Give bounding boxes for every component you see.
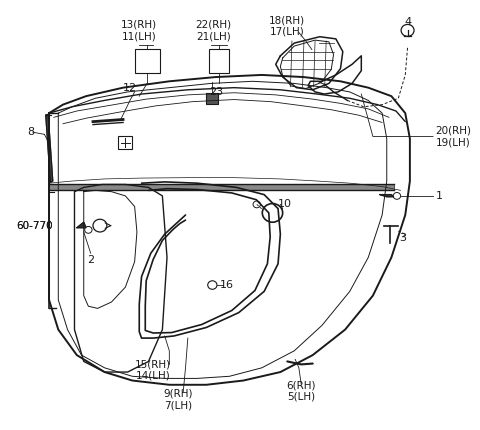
Text: 1: 1 [435,191,443,201]
Polygon shape [77,222,86,228]
Text: 16: 16 [220,280,234,290]
Text: 15(RH)
14(LH): 15(RH) 14(LH) [135,359,171,381]
Bar [209,49,229,73]
Polygon shape [380,195,394,197]
Circle shape [208,281,217,289]
Polygon shape [46,114,53,182]
Text: 6(RH)
5(LH): 6(RH) 5(LH) [287,381,316,402]
Circle shape [401,25,414,36]
Bar [134,49,160,73]
Circle shape [262,203,283,222]
Text: 23: 23 [209,87,223,97]
Text: 13(RH)
11(LH): 13(RH) 11(LH) [121,20,157,41]
Circle shape [393,193,401,199]
Text: 60-770: 60-770 [17,221,53,230]
Circle shape [93,219,107,232]
Text: 8: 8 [27,127,34,137]
Text: 60-770: 60-770 [17,221,53,230]
Circle shape [253,201,261,208]
Text: 2: 2 [87,255,94,264]
Circle shape [84,227,92,233]
Text: 22(RH)
21(LH): 22(RH) 21(LH) [195,20,231,41]
Text: 18(RH)
17(LH): 18(RH) 17(LH) [269,15,305,37]
Polygon shape [49,184,394,190]
FancyBboxPatch shape [119,136,132,149]
Bar [206,93,218,104]
Text: 9(RH)
7(LH): 9(RH) 7(LH) [164,389,193,410]
Text: 4: 4 [404,17,411,27]
Text: 20(RH)
19(LH): 20(RH) 19(LH) [435,126,471,147]
Text: 3: 3 [399,233,407,243]
Text: 12: 12 [123,83,137,93]
Text: 10: 10 [278,200,292,209]
